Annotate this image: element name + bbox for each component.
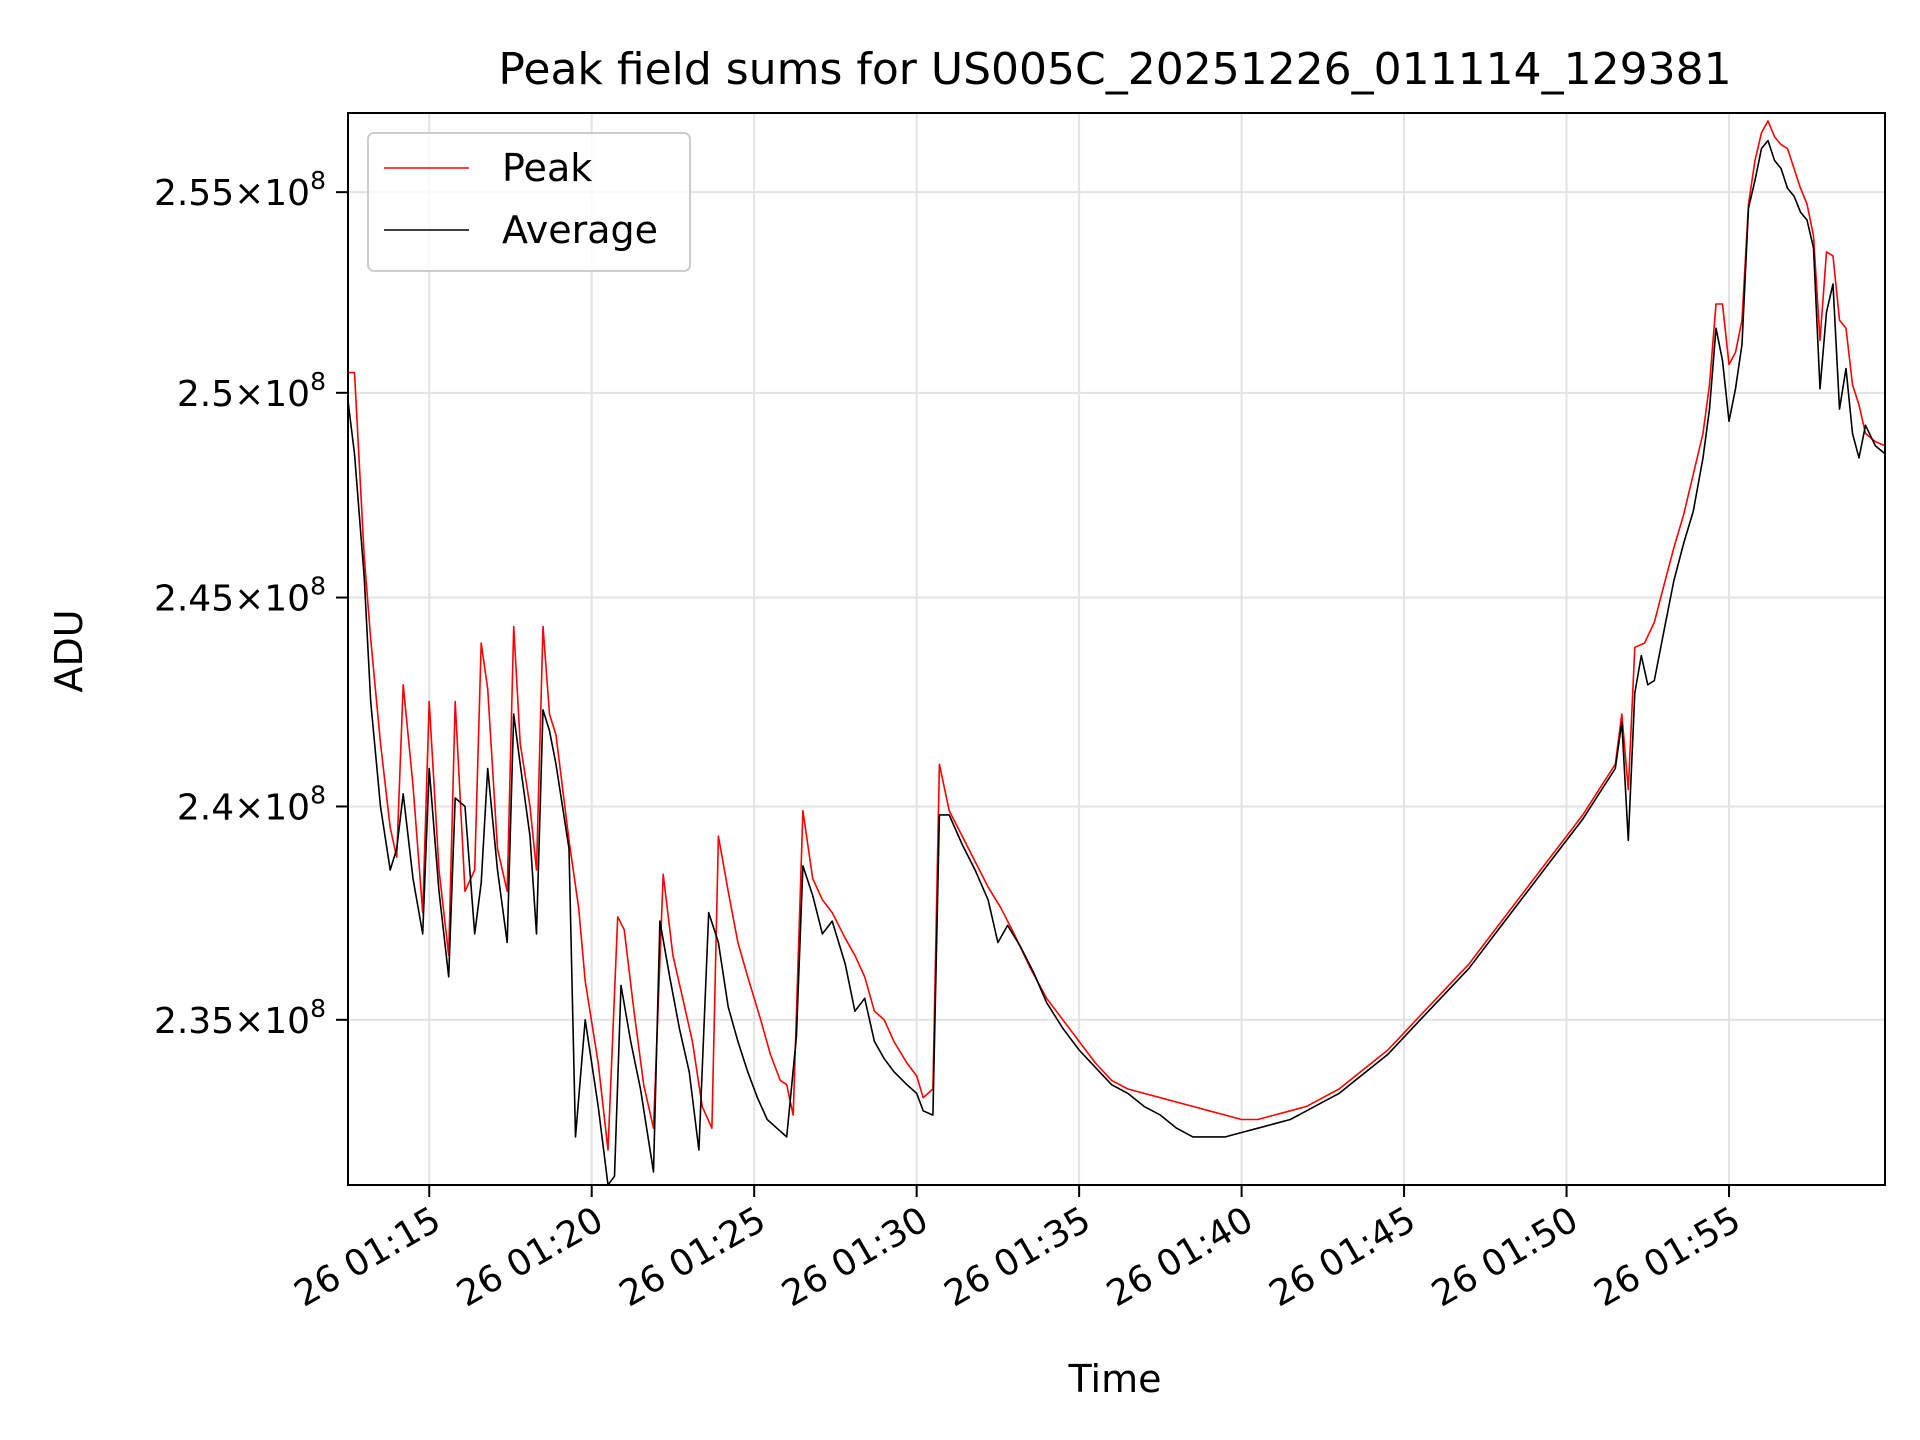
- y-tick-exponent: 8: [310, 367, 326, 396]
- y-tick-mantissa: 2.5: [177, 374, 234, 415]
- y-tick-exponent: 8: [310, 572, 326, 601]
- y-tick-mantissa: 2.35: [154, 1001, 234, 1042]
- y-tick-label: 2.4×108: [177, 780, 326, 828]
- y-tick-mantissa: 2.55: [154, 173, 234, 214]
- y-tick-mantissa: 2.4: [177, 787, 234, 828]
- y-axis-label: ADU: [47, 609, 91, 692]
- legend-label-average: Average: [502, 208, 658, 252]
- legend-label-peak: Peak: [502, 146, 592, 190]
- series-layer: [348, 120, 1885, 1185]
- y-tick-exponent: 8: [310, 166, 326, 195]
- y-tick-mantissa: 2.45: [154, 579, 234, 620]
- series-line-peak: [348, 120, 1885, 1151]
- y-tick-label: 2.5×108: [177, 367, 326, 415]
- y-tick-exponent: 8: [310, 780, 326, 809]
- x-axis-label: Time: [1068, 1357, 1162, 1401]
- legend: Peak Average: [367, 132, 691, 272]
- plot-frame: [347, 112, 1886, 1186]
- y-tick-label: 2.45×108: [154, 572, 326, 620]
- series-line-average: [348, 139, 1885, 1185]
- y-axis: 2.35×108 2.4×108 2.45×108 2.5×108 2.55×108: [154, 166, 348, 1042]
- grid: [348, 113, 1885, 1185]
- y-tick-exponent: 8: [310, 994, 326, 1023]
- y-tick-label: 2.55×108: [154, 166, 326, 214]
- chart-title: Peak field sums for US005C_20251226_0111…: [498, 44, 1731, 95]
- y-tick-label: 2.35×108: [154, 994, 326, 1042]
